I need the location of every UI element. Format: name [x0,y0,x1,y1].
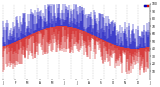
Legend: , : , [144,5,149,7]
